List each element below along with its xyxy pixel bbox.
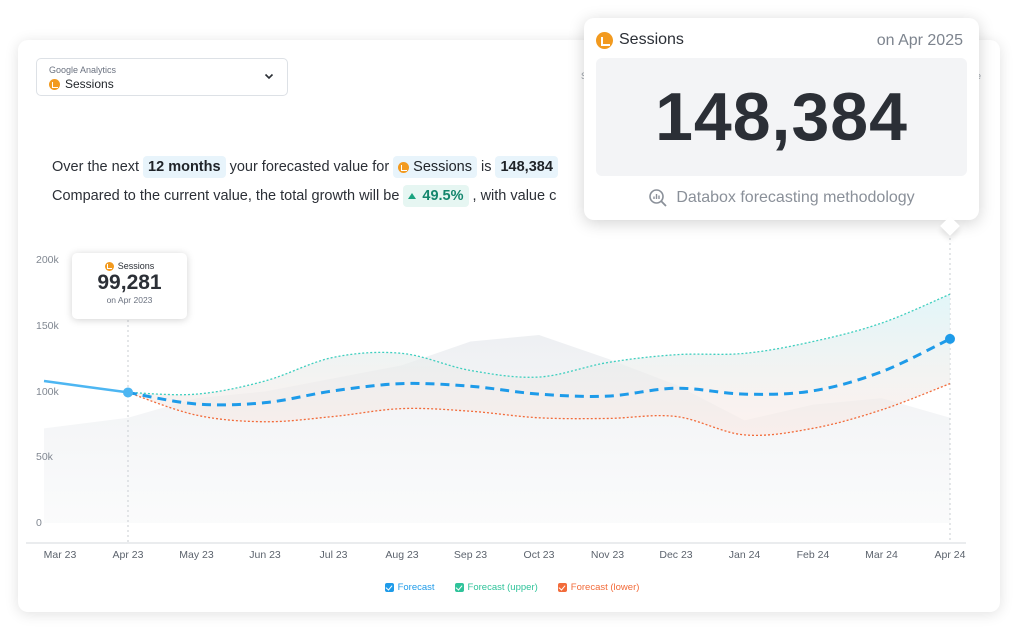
x-tick-label: Apr 23 [112, 549, 144, 561]
current-point [123, 387, 133, 398]
forecast-sentence: Over the next 12 months your forecasted … [52, 156, 562, 178]
period-chip: 12 months [143, 156, 226, 178]
growth-sentence: Compared to the current value, the total… [52, 185, 556, 207]
forecast-line [127, 337, 951, 407]
x-tick-label: Feb 24 [796, 549, 830, 561]
forecast-upper-line [127, 293, 951, 396]
x-tick-label: Apr 24 [934, 549, 966, 561]
growth-suffix: , with value c [472, 188, 557, 204]
sentence-prefix: Over the next [52, 159, 140, 175]
x-tick-label: Jun 23 [249, 549, 281, 561]
value-chip: 148,384 [495, 156, 558, 178]
popover-metric-label: Sessions [619, 31, 684, 48]
metric-chip: Sessions [393, 156, 477, 178]
x-tick-label: Oct 23 [523, 549, 555, 561]
checkbox-icon [454, 583, 464, 592]
x-tick-label: Jan 24 [728, 549, 761, 561]
popover-value: 148,384 [596, 58, 967, 176]
selected-metric: Sessions [65, 77, 114, 91]
y-tick-label: 150k [36, 319, 59, 332]
confidence-band [128, 294, 950, 436]
tooltip-value: 99,281 [97, 271, 162, 294]
x-tick-label: Nov 23 [590, 549, 625, 561]
legend-label: Forecast (upper) [467, 582, 538, 593]
chart-legend: Forecast Forecast (upper) Forecast (lower) [0, 582, 1024, 593]
checkbox-icon [557, 583, 567, 592]
growth-prefix: Compared to the current value, the total… [52, 188, 400, 204]
y-tick-label: 0 [36, 517, 42, 529]
legend-item[interactable]: Forecast (upper) [454, 582, 538, 593]
source-label: Google Analytics [49, 65, 117, 75]
legend-label: Forecast (lower) [570, 582, 640, 593]
y-tick-label: 100k [36, 385, 59, 398]
tooltip-metric: Sessions [72, 261, 187, 271]
methodology-label: Databox forecasting methodology [676, 189, 915, 206]
x-tick-label: Jul 23 [319, 549, 348, 561]
metric-value: Sessions [49, 77, 114, 91]
tooltip-metric-label: Sessions [117, 261, 155, 271]
popover-date: on Apr 2025 [876, 32, 963, 49]
growth-chip: 49.5% [403, 185, 469, 207]
forecast-lower-line [127, 383, 951, 436]
actual-value-tooltip: Sessions 99,281 on Apr 2023 [72, 253, 187, 319]
checkbox-icon [384, 583, 394, 592]
x-tick-label: Mar 24 [865, 549, 898, 561]
legend-item[interactable]: Forecast [384, 582, 435, 593]
google-analytics-icon [596, 31, 613, 49]
legend-label: Forecast [397, 582, 435, 593]
methodology-link[interactable]: Databox forecasting methodology [584, 188, 979, 208]
y-tick-label: 50k [36, 451, 53, 464]
x-tick-label: Aug 23 [385, 549, 419, 561]
google-analytics-icon [398, 161, 410, 173]
x-tick-label: May 23 [179, 549, 214, 561]
arrow-up-icon [408, 193, 417, 199]
y-tick-label: 200k [36, 254, 59, 266]
actual-line [43, 379, 129, 394]
background-area [44, 334, 950, 523]
google-analytics-icon [104, 261, 114, 271]
x-tick-label: Dec 23 [659, 549, 693, 561]
popover-metric: Sessions [596, 31, 684, 49]
google-analytics-icon [49, 78, 60, 90]
forecast-end-point [945, 333, 955, 344]
tooltip-date: on Apr 2023 [106, 295, 153, 305]
metric-chip-label: Sessions [413, 159, 472, 175]
x-tick-label: Sep 23 [453, 549, 488, 561]
x-tick-label: Mar 23 [43, 549, 77, 561]
chevron-down-icon [264, 73, 274, 80]
metric-selector[interactable]: Google Analytics Sessions [36, 58, 288, 96]
growth-value: 49.5% [422, 188, 464, 204]
sentence-mid: your forecasted value for [229, 159, 390, 175]
magnifier-chart-icon [649, 189, 667, 207]
forecast-value-popover: Sessions on Apr 2025 148,384 Databox for… [584, 18, 979, 220]
legend-item[interactable]: Forecast (lower) [557, 582, 640, 593]
sentence-is: is [481, 159, 492, 175]
